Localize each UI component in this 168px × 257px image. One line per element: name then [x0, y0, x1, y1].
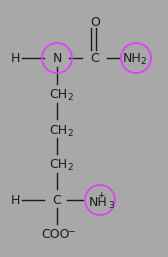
Text: COO: COO: [41, 228, 69, 242]
Text: H: H: [10, 194, 20, 207]
Text: O: O: [90, 15, 100, 29]
Text: C: C: [53, 194, 61, 207]
Text: NH: NH: [89, 196, 107, 208]
Text: CH: CH: [49, 88, 67, 102]
Text: +: +: [97, 191, 105, 200]
Text: CH: CH: [49, 159, 67, 171]
Text: CH: CH: [49, 124, 67, 136]
Text: 3: 3: [108, 200, 114, 209]
Text: H: H: [10, 51, 20, 65]
Text: 2: 2: [67, 128, 73, 137]
Text: 2: 2: [140, 57, 146, 66]
Text: C: C: [91, 51, 99, 65]
Text: N: N: [52, 51, 62, 65]
Text: 2: 2: [67, 94, 73, 103]
Text: −: −: [67, 226, 75, 235]
Text: NH: NH: [123, 51, 141, 65]
Text: 2: 2: [67, 163, 73, 172]
